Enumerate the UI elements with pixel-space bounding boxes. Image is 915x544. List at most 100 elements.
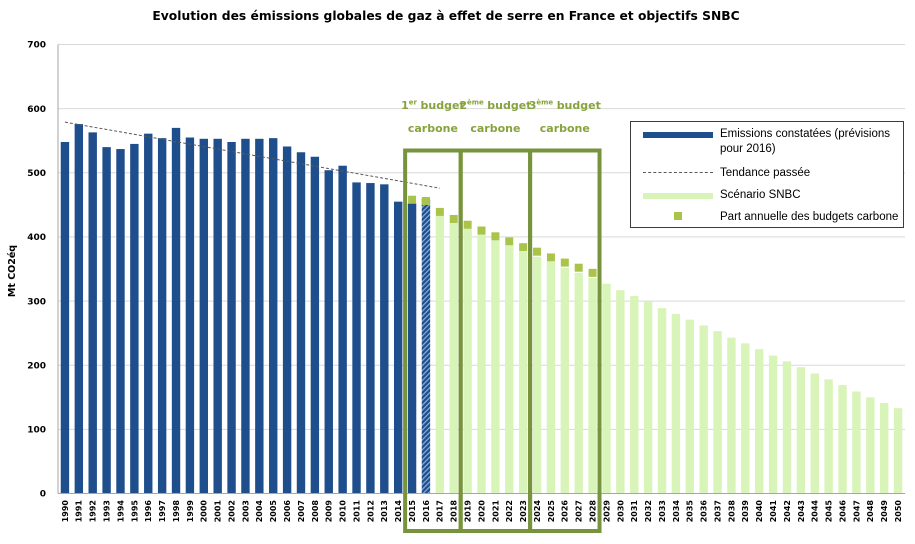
y-tick-label-0: 0 [40,490,46,500]
budget-share-marker-2020 [477,226,486,235]
x-tick-label-2017: 2017 [436,500,445,522]
chart-legend: Emissions constatées (prévisions pour 20… [630,121,904,228]
x-tick-label-2023: 2023 [519,500,528,522]
budget-2-label: 2ème budget [459,99,531,113]
budget-1-label: 1er budget [401,99,465,113]
x-tick-label-2037: 2037 [713,500,722,522]
snbc-scenario-bar-2043 [796,367,806,494]
x-tick-label-2019: 2019 [464,500,473,523]
emissions-bar-1992 [88,132,97,494]
budget-3-box [528,148,602,533]
x-tick-label-2030: 2030 [616,500,625,523]
snbc-scenario-bar-2042 [782,361,792,494]
snbc-scenario-bar-2038 [727,337,736,494]
budget-share-marker-2023 [519,243,528,252]
snbc-scenario-bar-2047 [852,391,861,494]
snbc-scenario-bar-2050 [893,408,903,494]
bar-marks [60,124,903,494]
budget-3-label-line2: carbone [540,122,590,135]
budget-share-marker-2027 [574,263,583,272]
emissions-bar-2005 [269,138,278,494]
x-tick-label-2035: 2035 [686,500,695,523]
emissions-bar-2006 [282,146,292,494]
trend-line [64,121,440,189]
emissions-bar-1995 [130,143,139,494]
x-tick-label-2039: 2039 [741,500,750,523]
snbc-scenario-bar-2046 [838,385,847,494]
budget-share-marker-2017 [435,207,444,216]
snbc-scenario-bar-2017 [435,215,445,494]
emissions-bar-2007 [296,152,306,494]
budget-share-marker-2024 [533,247,542,256]
x-tick-label-1999: 1999 [186,500,195,523]
legend-label-trend: Tendance passée [720,167,811,179]
x-tick-label-2001: 2001 [214,500,223,523]
emissions-bar-1998 [171,127,181,494]
budget-share-marker-2018 [449,214,458,223]
emissions-bar-2004 [255,138,264,494]
budget-share-marker-2025 [546,253,555,262]
legend-swatch-snbc-scenario [643,193,713,199]
x-tick-label-2034: 2034 [672,500,681,523]
y-tick-label-600: 600 [27,105,46,115]
x-tick-label-2011: 2011 [352,500,361,523]
x-tick-label-2002: 2002 [227,500,236,522]
y-tick-label-300: 300 [27,297,46,307]
snbc-scenario-bar-2023 [518,251,528,494]
x-tick-label-1997: 1997 [158,500,167,522]
snbc-scenario-bar-2036 [699,325,708,494]
y-tick-label-400: 400 [27,233,46,243]
y-tick-label-100: 100 [27,426,46,436]
snbc-scenario-bar-2048 [866,397,875,494]
snbc-scenario-bar-2030 [616,290,625,494]
snbc-scenario-bar-2027 [574,272,583,494]
snbc-scenario-bar-2028 [588,277,597,494]
snbc-scenario-bar-2037 [713,331,722,494]
emissions-bar-2008 [310,156,320,494]
x-tick-label-2044: 2044 [811,500,820,523]
emissions-bar-2001 [213,138,222,494]
x-tick-label-2040: 2040 [755,500,764,523]
budget-share-marker-2015 [408,195,417,204]
x-tick-label-2024: 2024 [533,500,542,523]
emissions-bar-1996 [144,133,153,494]
snbc-scenario-bar-2041 [768,355,778,494]
x-tick-label-2045: 2045 [825,500,834,523]
x-tick-label-2047: 2047 [852,500,861,522]
line-marks [64,121,440,189]
x-tick-label-2003: 2003 [241,500,250,522]
x-tick-labels: 1990 1991 1992 1993 1994 1995 1996 1997 1998 1999… [61,500,903,523]
x-tick-label-2032: 2032 [644,500,653,522]
x-tick-label-2007: 2007 [297,500,306,522]
snbc-scenario-bar-2029 [602,283,611,494]
snbc-scenario-bar-2035 [685,319,694,494]
x-tick-label-2020: 2020 [477,500,486,523]
budget-share-marker-2028 [588,268,597,277]
emissions-bar-2002 [227,141,236,494]
snbc-scenario-bar-2032 [643,301,653,494]
y-tick-label-200: 200 [27,361,46,371]
x-tick-label-2050: 2050 [894,500,903,523]
marker-marks [408,195,597,277]
snbc-scenario-bar-2021 [491,240,500,494]
x-tick-label-2018: 2018 [450,500,459,523]
y-tick-label-700: 700 [27,41,46,51]
budget-1-number: 1 [401,99,409,112]
budget-2-label-line2: carbone [470,122,520,135]
emissions-bar-2016 [421,198,431,494]
x-tick-label-2022: 2022 [505,500,514,522]
x-tick-label-2027: 2027 [575,500,584,522]
legend-swatch-trend [643,172,713,173]
x-tick-label-2008: 2008 [311,500,320,523]
emissions-bar-2012 [366,183,375,494]
snbc-scenario-bar-2031 [630,295,639,494]
x-tick-label-2014: 2014 [394,500,403,523]
budget-3-suffix: ème [536,99,553,107]
budget-1-suffix: er [409,99,418,107]
x-tick-label-2021: 2021 [491,500,500,523]
budget-share-marker-2022 [505,237,514,246]
axes [57,44,905,494]
budget-2-number: 2 [459,99,467,112]
